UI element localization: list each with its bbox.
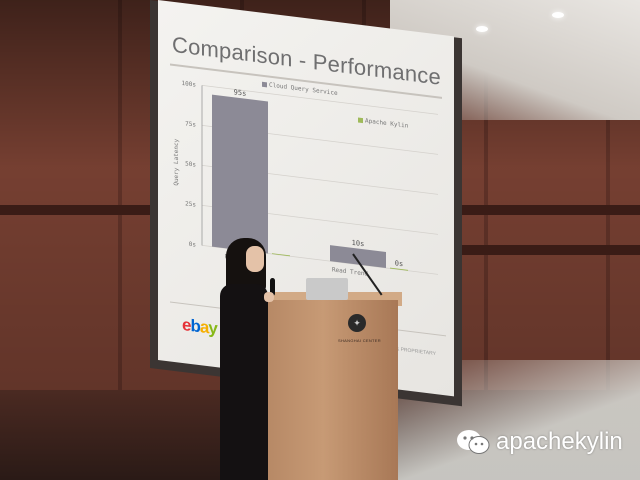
ebay-logo-letter: b [190,315,200,337]
podium-text: SHANGHAI CENTER [338,338,381,343]
y-tick-label: 100s [182,80,197,89]
speaker-body [220,284,268,480]
data-label: 0s [395,258,403,268]
y-tick-label: 25s [185,200,196,208]
data-label: 10s [352,238,365,249]
y-tick-label: 75s [185,120,196,128]
bar [272,253,290,257]
speaker-face [246,246,264,272]
wechat-icon [457,430,490,454]
data-label: 95s [234,87,247,98]
podium [262,300,398,480]
laptop [306,278,348,300]
ebay-logo-letter: a [199,317,209,338]
x-tick-label: Read Trend [332,266,368,277]
y-tick-label: 0s [189,241,197,249]
y-axis-label: Query Latency [173,138,180,186]
ebay-logo: ebay [182,315,217,339]
ebay-logo-letter: y [208,318,217,339]
speaker-hand [264,292,274,302]
bar [330,245,386,268]
y-tick-label: 50s [185,160,196,168]
ceiling-light [552,12,564,18]
bar [212,94,268,254]
podium-emblem-icon: ✦ [348,314,366,332]
gridline [202,85,438,115]
watermark: apachekylin [456,428,623,456]
handheld-microphone [270,278,275,296]
bar [390,267,408,271]
ceiling-light [476,26,488,32]
wall-band [430,245,640,255]
ebay-logo-letter: e [182,314,191,335]
watermark-text: apachekylin [496,428,623,455]
ebay-logo-letters: ebay [182,315,217,339]
